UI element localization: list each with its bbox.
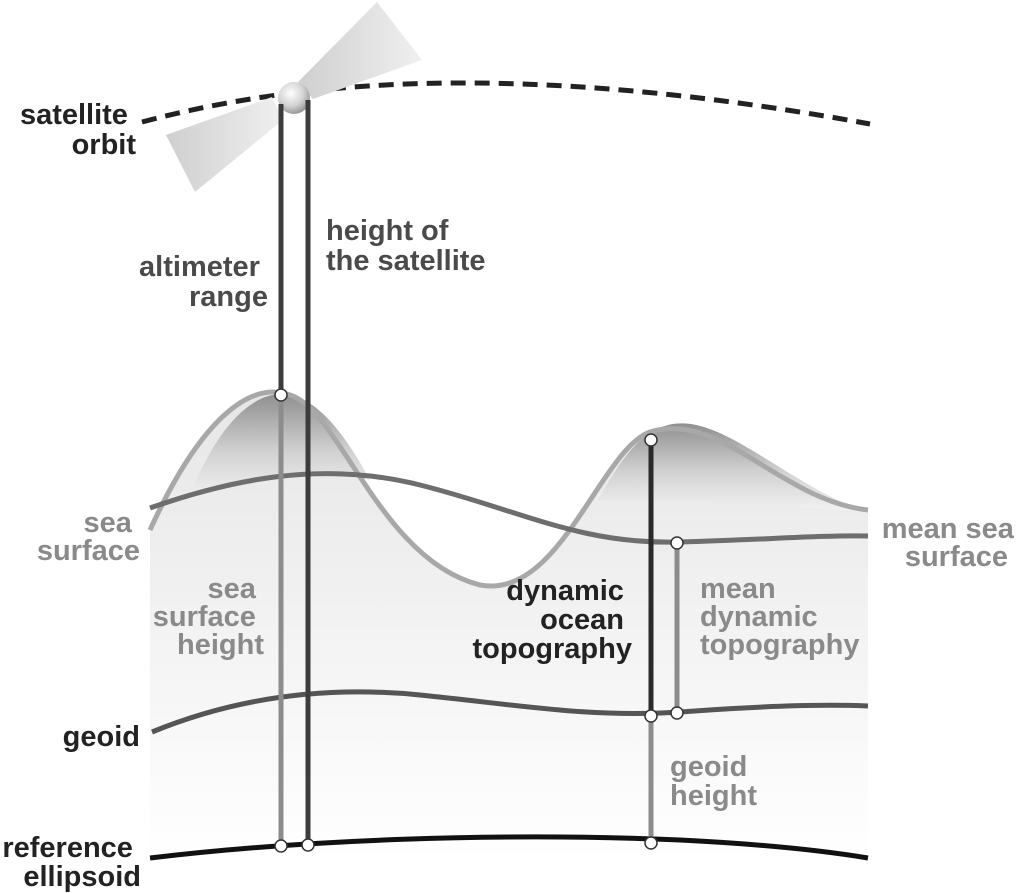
wave-crest-shading — [598, 423, 866, 512]
measurement-point — [644, 709, 658, 723]
dynamic-ocean-topography-label: dynamic ocean topography — [473, 575, 633, 665]
sea-surface-line — [147, 389, 869, 589]
measurement-point — [274, 839, 288, 853]
geoid-height-label: geoid height — [670, 751, 757, 812]
mean-sea-surface-label: mean sea surface — [882, 513, 1022, 573]
reference-ellipsoid-line — [149, 834, 869, 861]
altimeter-range-label: altimeter range — [139, 251, 268, 313]
measurement-point — [301, 838, 315, 852]
solar-panel — [298, 2, 422, 99]
sea-surface-label: sea surface — [37, 507, 140, 567]
geoid-label: geoid — [63, 721, 140, 753]
mean-sea-surface-line — [149, 471, 869, 545]
reference-ellipsoid-label: reference ellipsoid — [2, 832, 141, 893]
sea-surface-height-label: sea surface height — [153, 573, 265, 661]
satellite-orbit-line — [141, 80, 871, 127]
measurement-point — [670, 536, 684, 550]
satellite-orbit-label: satellite orbit — [20, 99, 136, 161]
satellite-body — [278, 82, 310, 114]
ocean-body — [150, 391, 868, 860]
measurement-point — [274, 388, 288, 402]
geoid-line — [151, 689, 869, 735]
measurement-point — [644, 836, 658, 850]
solar-panel — [166, 97, 283, 192]
mean-dynamic-topography-label: mean dynamic topography — [700, 573, 860, 661]
measurement-point — [670, 706, 684, 720]
height-of-satellite-label: height of the satellite — [326, 215, 486, 277]
measurement-point — [644, 433, 658, 447]
